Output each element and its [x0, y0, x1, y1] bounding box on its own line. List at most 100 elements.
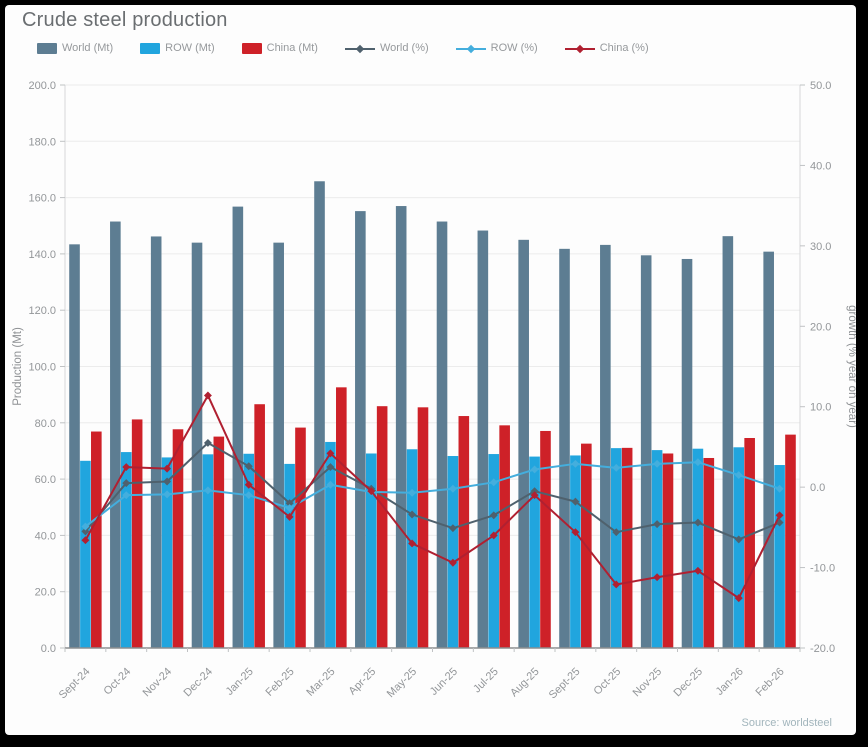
bar: [499, 425, 510, 648]
left-axis-tick-label: 180.0: [28, 136, 56, 148]
legend-label: ROW (%): [490, 42, 538, 54]
legend-bar-swatch: [241, 42, 262, 54]
legend-line-swatch: [564, 43, 595, 54]
diamond-marker: [326, 480, 335, 489]
diamond-marker: [203, 391, 212, 400]
line-path: [84, 441, 780, 541]
diamond-marker: [81, 527, 90, 536]
bar: [662, 453, 674, 648]
left-axis-tick-label: 60.0: [35, 474, 56, 486]
legend-bar-swatch: [140, 42, 161, 54]
diamond-marker: [571, 497, 580, 506]
diamond-marker: [448, 524, 457, 533]
left-axis-tick-label: 200.0: [28, 80, 56, 92]
diamond-marker: [285, 499, 294, 508]
diamond-marker: [408, 488, 417, 497]
bar: [518, 239, 529, 648]
x-tick-label: Jul-25: [471, 666, 501, 696]
x-tick-label: Apr-25: [347, 666, 379, 698]
right-axis-tick-label: 50.0: [810, 80, 831, 92]
bar: [150, 236, 162, 648]
line-path: [84, 461, 780, 528]
bar: [436, 221, 448, 648]
x-tick-label: Jun-25: [428, 666, 460, 698]
source-note: Source: worldsteel: [741, 717, 833, 729]
diamond-marker: [693, 518, 702, 527]
bar: [406, 449, 418, 648]
bar: [243, 453, 255, 648]
right-axis-tick-label: -20.0: [810, 643, 835, 655]
left-axis-tick-label: 0.0: [41, 643, 56, 655]
bar: [314, 181, 325, 648]
x-tick-label: May-25: [385, 666, 419, 700]
bar: [488, 454, 500, 648]
legend-item-china-mt: China (Mt): [241, 42, 318, 54]
chart-card: Crude steel production World (Mt) ROW (Mt…: [5, 5, 856, 735]
left-axis-tick-label: 160.0: [28, 193, 56, 205]
bar: [458, 416, 470, 648]
x-tick-label: Jan-25: [224, 666, 256, 698]
bar: [703, 457, 715, 648]
bar: [744, 438, 755, 648]
right-axis-tick-label: -10.0: [810, 563, 835, 575]
x-tick-label: Oct-25: [592, 666, 624, 698]
bar: [91, 431, 102, 648]
bar: [692, 448, 704, 648]
right-axis-tick-label: 30.0: [810, 241, 831, 253]
x-tick-label: Feb-26: [754, 666, 787, 699]
x-tick-label: Sept-25: [547, 666, 583, 702]
right-axis-title: growth (% year on year): [846, 305, 856, 428]
chart-svg: 0.0 20.0 40.0 60.0 80.0 100.0 120.0 140.0 160.0 1…: [12, 80, 856, 702]
diamond-marker: [734, 535, 743, 544]
bar: [273, 242, 284, 648]
x-tick-label: Dec-25: [671, 666, 705, 700]
x-tick-label: Oct-24: [102, 666, 134, 698]
diamond-marker: [775, 484, 784, 493]
diamond-marker: [203, 486, 212, 495]
bar: [733, 447, 745, 648]
bar: [681, 258, 693, 648]
diamond-marker: [244, 491, 253, 500]
diamond-marker: [326, 449, 335, 458]
bar: [651, 450, 663, 648]
line-path: [84, 394, 781, 600]
bar: [202, 454, 214, 648]
bar: [395, 206, 407, 649]
x-tick-label: Feb-25: [264, 666, 297, 699]
diamond-marker: [244, 462, 253, 471]
diamond-marker: [448, 558, 457, 567]
diamond-marker: [244, 480, 253, 489]
legend: World (Mt) ROW (Mt) China (Mt) World (%) ROW…: [37, 42, 649, 54]
x-tick-label: Sept-24: [57, 666, 93, 702]
diamond-marker: [203, 438, 212, 447]
bar: [722, 236, 734, 648]
left-axis-tick-label: 20.0: [35, 587, 56, 599]
legend-label: China (%): [599, 42, 649, 54]
x-tick-label: Jan-26: [714, 666, 746, 698]
bar: [621, 447, 633, 648]
bar: [336, 387, 347, 648]
x-tick-label: Nov-25: [631, 666, 665, 700]
bar: [325, 441, 336, 648]
bar: [763, 251, 774, 648]
bar: [69, 244, 80, 649]
legend-line-swatch: [455, 43, 486, 54]
line-row: [81, 458, 784, 531]
bar: [570, 455, 581, 648]
right-axis-tick-label: 10.0: [810, 402, 831, 414]
legend-line-swatch: [344, 43, 375, 54]
bar: [232, 206, 244, 648]
bar: [213, 436, 225, 648]
left-axis-tick-label: 120.0: [28, 305, 56, 317]
bar: [161, 457, 173, 648]
left-axis-title: Production (Mt): [12, 327, 24, 406]
diamond-marker: [408, 510, 417, 519]
diamond-marker: [489, 511, 498, 520]
bar: [417, 407, 429, 648]
bars-world-mt: [69, 181, 774, 649]
x-tick-label: Nov-24: [141, 666, 175, 700]
diamond-marker: [489, 531, 498, 540]
bar: [600, 244, 611, 648]
bar: [110, 221, 121, 648]
bar: [131, 419, 143, 648]
